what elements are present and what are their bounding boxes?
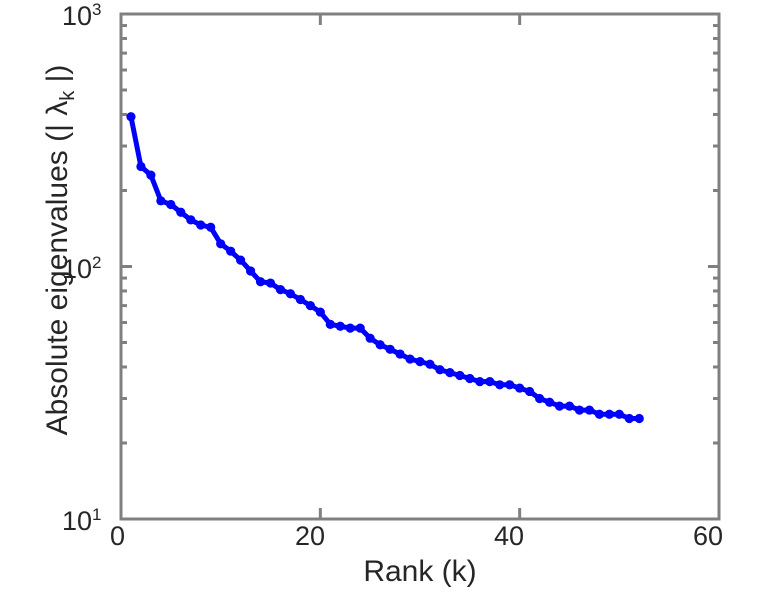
data-point: [574, 405, 585, 415]
data-point: [345, 323, 355, 333]
data-point: [146, 170, 156, 180]
data-point: [206, 222, 216, 232]
data-point: [365, 333, 375, 343]
data-point: [295, 294, 305, 305]
data-point: [525, 386, 535, 397]
data-point: [445, 368, 455, 378]
data-point: [245, 266, 256, 276]
data-point: [385, 344, 395, 354]
data-point: [236, 255, 246, 265]
data-point: [186, 215, 196, 225]
data-point: [614, 409, 624, 419]
data-point: [395, 349, 405, 359]
data-point: [425, 359, 435, 369]
data-point: [624, 413, 634, 424]
data-point: [584, 405, 595, 415]
eigenvalue-data-markers: [126, 112, 644, 424]
data-point: [325, 319, 335, 329]
data-point: [176, 207, 186, 217]
data-point: [255, 277, 266, 287]
y-axis-label: Absolute eigenvalues (| λk |): [41, 64, 79, 436]
x-axis-label: Rank (k): [363, 555, 477, 588]
y-tick-label-10: 101: [62, 505, 102, 536]
data-point: [634, 413, 644, 424]
data-point: [554, 401, 565, 411]
y-tick-label-1000: 103: [62, 0, 102, 31]
y-tick-label-100: 102: [62, 253, 102, 284]
data-point: [544, 397, 555, 407]
data-point: [216, 239, 226, 249]
y-axis-ticks: [121, 12, 719, 521]
x-tick-label-20: 20: [295, 521, 326, 551]
data-point: [594, 409, 605, 419]
data-point: [495, 380, 505, 390]
data-point: [285, 289, 296, 299]
data-point: [265, 278, 276, 288]
data-point: [275, 285, 286, 295]
data-point: [505, 380, 515, 390]
data-point: [136, 161, 146, 172]
data-point: [375, 340, 385, 350]
x-axis-ticks: [119, 14, 721, 519]
data-point: [604, 409, 614, 419]
data-point: [315, 307, 325, 317]
data-point: [305, 301, 315, 311]
data-point: [355, 323, 365, 333]
data-point: [415, 357, 425, 367]
data-point: [405, 354, 415, 364]
data-point: [564, 401, 575, 411]
data-point: [515, 383, 525, 393]
data-point: [335, 321, 345, 331]
data-point: [166, 199, 176, 210]
data-point: [156, 196, 166, 206]
data-point: [435, 365, 445, 375]
data-point: [485, 377, 495, 387]
data-point: [465, 373, 475, 384]
data-point: [535, 393, 545, 404]
data-point: [226, 246, 236, 256]
x-tick-label-0: 0: [110, 521, 126, 551]
x-tick-label-60: 60: [693, 521, 724, 551]
data-point: [475, 377, 485, 387]
axis-frame: [119, 12, 721, 521]
data-point: [196, 220, 206, 230]
data-point: [126, 112, 136, 122]
data-point: [455, 370, 465, 381]
eigenvalue-decay-line: [128, 114, 642, 422]
x-tick-label-40: 40: [494, 521, 525, 551]
